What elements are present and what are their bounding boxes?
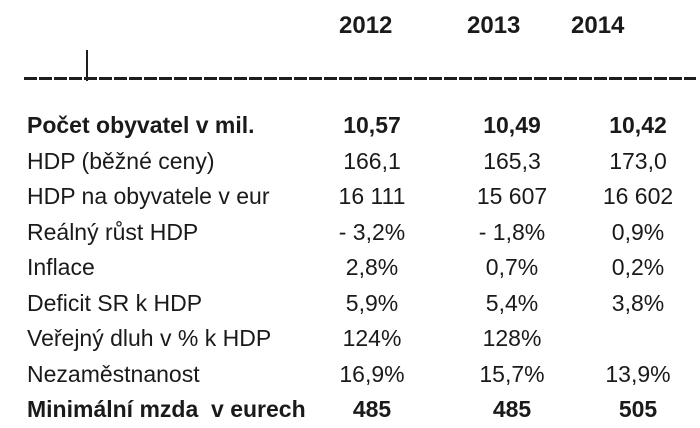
column-header-2014: 2014	[571, 12, 625, 39]
value-2012: 166,1	[343, 147, 401, 174]
table-row-state-budget-deficit: Deficit SR k HDP 5,9% 5,4% 3,8%	[0, 286, 700, 322]
row-label: Nezaměstnanost	[27, 360, 200, 387]
value-2014: 3,8%	[611, 289, 665, 316]
value-2013: 10,49	[483, 112, 541, 139]
value-2014: 0,9%	[611, 218, 665, 245]
row-label: Inflace	[27, 254, 95, 281]
value-2012: 2,8%	[345, 254, 399, 281]
value-2014: 505	[618, 396, 658, 423]
table-row-population: Počet obyvatel v mil. 10,57 10,49 10,42	[0, 108, 700, 144]
value-2012: 485	[352, 396, 392, 423]
column-header-2012: 2012	[339, 12, 393, 39]
value-2013: 485	[492, 396, 532, 423]
value-2013: 128%	[482, 325, 542, 352]
table-row-real-gdp-growth: Reálný růst HDP - 3,2% - 1,8% 0,9%	[0, 215, 700, 251]
header-divider-rule	[24, 77, 696, 80]
row-label: HDP na obyvatele v eur	[27, 183, 270, 210]
table-row-public-debt: Veřejný dluh v % k HDP 124% 128%	[0, 321, 700, 357]
value-2013: 15,7%	[479, 360, 545, 387]
value-2012: 5,9%	[345, 289, 399, 316]
value-2013: 5,4%	[485, 289, 539, 316]
row-label: Minimální mzda v eurech	[27, 396, 306, 423]
row-label: Veřejný dluh v % k HDP	[27, 325, 272, 352]
value-2014: 173,0	[609, 147, 667, 174]
left-margin-tick	[86, 50, 88, 81]
table-row-gdp-per-capita: HDP na obyvatele v eur 16 111 15 607 16 …	[0, 179, 700, 215]
value-2014: 10,42	[609, 112, 667, 139]
value-2014: 0,2%	[611, 254, 665, 281]
value-2014: 13,9%	[605, 360, 671, 387]
row-label: Deficit SR k HDP	[27, 289, 203, 316]
row-label: Reálný růst HDP	[27, 218, 199, 245]
value-2012: 16,9%	[339, 360, 405, 387]
value-2013: 165,3	[483, 147, 541, 174]
value-2013: 0,7%	[485, 254, 539, 281]
table-row-gdp-current-prices: HDP (běžné ceny) 166,1 165,3 173,0	[0, 144, 700, 180]
value-2014: 16 602	[602, 183, 674, 210]
row-label: HDP (běžné ceny)	[27, 147, 215, 174]
value-2012: 10,57	[343, 112, 401, 139]
column-header-2013: 2013	[467, 12, 521, 39]
table-row-minimum-wage: Minimální mzda v eurech 485 485 505	[0, 392, 700, 428]
value-2012: 124%	[342, 325, 402, 352]
indicator-table: Počet obyvatel v mil. 10,57 10,49 10,42 …	[0, 108, 700, 428]
value-2013: 15 607	[476, 183, 548, 210]
value-2012: 16 111	[338, 183, 406, 210]
table-row-unemployment: Nezaměstnanost 16,9% 15,7% 13,9%	[0, 357, 700, 393]
value-2012: - 3,2%	[338, 218, 406, 245]
row-label: Počet obyvatel v mil.	[27, 112, 255, 139]
table-row-inflation: Inflace 2,8% 0,7% 0,2%	[0, 250, 700, 286]
value-2013: - 1,8%	[478, 218, 546, 245]
